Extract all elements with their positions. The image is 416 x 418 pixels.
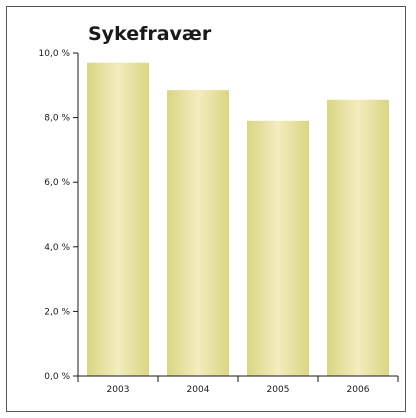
bar-2005 bbox=[247, 120, 309, 376]
y-tick-label: 0,0 % bbox=[44, 372, 70, 382]
bar-2003 bbox=[87, 62, 149, 376]
y-axis: 0,0 % 2,0 % 4,0 % 6,0 % 8,0 % 10,0 % bbox=[39, 49, 79, 382]
bar-2004 bbox=[167, 90, 229, 376]
y-tick-label: 10,0 % bbox=[39, 49, 71, 59]
y-tick-label: 8,0 % bbox=[44, 114, 70, 124]
chart-title: Sykefravær bbox=[88, 23, 212, 45]
x-tick-label: 2005 bbox=[267, 385, 290, 395]
x-axis: 2003 2004 2005 2006 bbox=[77, 375, 399, 395]
bar-2006 bbox=[327, 99, 389, 377]
y-tick-label: 4,0 % bbox=[44, 243, 70, 253]
y-tick-label: 6,0 % bbox=[44, 178, 70, 188]
x-tick-label: 2006 bbox=[347, 385, 370, 395]
x-tick-label: 2004 bbox=[187, 385, 210, 395]
y-tick-label: 2,0 % bbox=[44, 307, 70, 317]
bars-layer bbox=[87, 62, 389, 377]
x-tick-label: 2003 bbox=[107, 385, 130, 395]
